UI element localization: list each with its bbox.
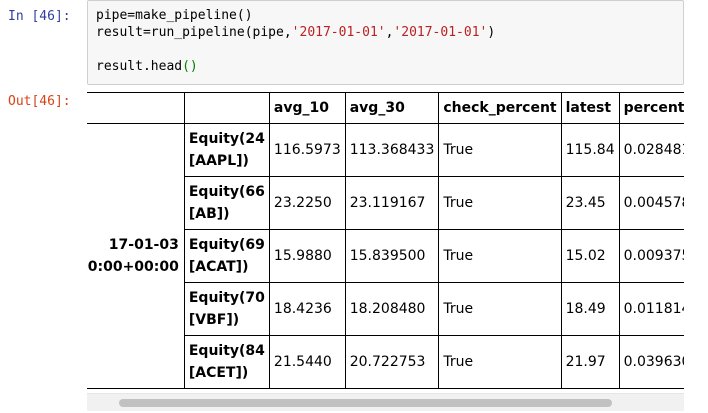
asset-index-cell: Equity(69 [ACAT]) — [183, 229, 270, 283]
asset-index-line: Equity(66 — [188, 184, 265, 200]
asset-index-line: [VBF]) — [188, 312, 240, 328]
date-index-cell: 17-01-03 00:00+00:00 — [87, 123, 185, 389]
table-row: Equity(66 [AB]) 23.2250 23.119167 True 2… — [87, 176, 684, 230]
table-cell: 0.011814 — [618, 282, 684, 336]
table-cell: 15.02 — [560, 229, 620, 283]
table-cell: 116.5973 — [268, 123, 346, 177]
code-text: ) — [487, 25, 496, 40]
string-literal: '2017-01-01' — [393, 25, 488, 40]
table-cell: True — [438, 123, 562, 177]
table-cell: 23.45 — [560, 176, 620, 230]
input-prompt: In [46]: — [8, 9, 71, 24]
table-cell: 0.028481 — [618, 123, 684, 177]
scrollbar-thumb[interactable] — [119, 399, 612, 407]
asset-index-line: Equity(84 — [188, 343, 265, 359]
table-cell: 0.039630 — [618, 335, 684, 389]
table-cell: 23.2250 — [268, 176, 346, 230]
date-index-line: 17-01-03 — [108, 237, 179, 253]
asset-index-line: [ACET]) — [188, 365, 249, 381]
column-header: check_percent — [438, 92, 562, 124]
table-cell: 21.5440 — [268, 335, 346, 389]
code-text: result.head — [96, 59, 183, 74]
asset-index-cell: Equity(24 [AAPL]) — [183, 123, 270, 177]
table-cell: 23.119167 — [344, 176, 440, 230]
column-header: avg_30 — [344, 92, 440, 124]
table-row: Equity(69 [ACAT]) 15.9880 15.839500 True… — [87, 229, 684, 283]
code-text: result=run_pipeline(pipe, — [96, 25, 292, 40]
table-row: Equity(84 [ACET]) 21.5440 20.722753 True… — [87, 335, 684, 389]
table-cell: 15.839500 — [344, 229, 440, 283]
column-header: avg_10 — [268, 92, 346, 124]
table-row: 17-01-03 00:00+00:00 Equity(24 [AAPL]) 1… — [87, 123, 684, 389]
asset-index-line: Equity(24 — [188, 131, 265, 147]
dataframe-table: avg_10 avg_30 check_percent latest perce… — [87, 92, 684, 389]
matched-parens: () — [182, 59, 198, 74]
table-cell: 0.009375 — [618, 229, 684, 283]
table-cell: 0.004578 — [618, 176, 684, 230]
index-header-level-2 — [183, 92, 270, 124]
string-literal: '2017-01-01' — [291, 25, 386, 40]
asset-index-line: [ACAT]) — [188, 259, 249, 275]
table-cell: True — [438, 229, 562, 283]
table-cell: 18.49 — [560, 282, 620, 336]
column-header: latest — [560, 92, 620, 124]
code-line-1: pipe=make_pipeline() — [96, 7, 675, 24]
table-cell: 21.97 — [560, 335, 620, 389]
output-area: avg_10 avg_30 check_percent latest perce… — [87, 92, 684, 389]
column-header: percent_c — [618, 92, 684, 124]
asset-index-line: Equity(69 — [188, 237, 265, 253]
asset-index-line: Equity(70 — [188, 290, 265, 306]
output-prompt: Out[46]: — [8, 94, 71, 109]
header-row: avg_10 avg_30 check_percent latest perce… — [87, 92, 684, 124]
asset-index-line: [AAPL]) — [188, 153, 249, 169]
code-input-area[interactable]: pipe=make_pipeline() result=run_pipeline… — [87, 0, 684, 85]
asset-index-cell: Equity(84 [ACET]) — [183, 335, 270, 389]
table-cell: 113.368433 — [344, 123, 440, 177]
code-text: , — [385, 25, 394, 40]
code-text: pipe=make_pipeline() — [96, 8, 253, 23]
table-cell: 15.9880 — [268, 229, 346, 283]
table-cell: True — [438, 335, 562, 389]
code-line-4: result.head() — [96, 58, 675, 75]
asset-index-cell: Equity(66 [AB]) — [183, 176, 270, 230]
table-cell: True — [438, 282, 562, 336]
table-cell: 20.722753 — [344, 335, 440, 389]
table-cell: 115.84 — [560, 123, 620, 177]
code-line-2: result=run_pipeline(pipe,'2017-01-01','2… — [96, 24, 675, 41]
table-cell: 18.4236 — [268, 282, 346, 336]
date-index-line: 00:00+00:00 — [87, 259, 179, 275]
horizontal-scrollbar[interactable] — [87, 393, 684, 411]
table-cell: 18.208480 — [344, 282, 440, 336]
code-line-3 — [96, 41, 675, 58]
table-cell: True — [438, 176, 562, 230]
asset-index-cell: Equity(70 [VBF]) — [183, 282, 270, 336]
index-header-level-1 — [87, 92, 185, 124]
asset-index-line: [AB]) — [188, 206, 230, 222]
